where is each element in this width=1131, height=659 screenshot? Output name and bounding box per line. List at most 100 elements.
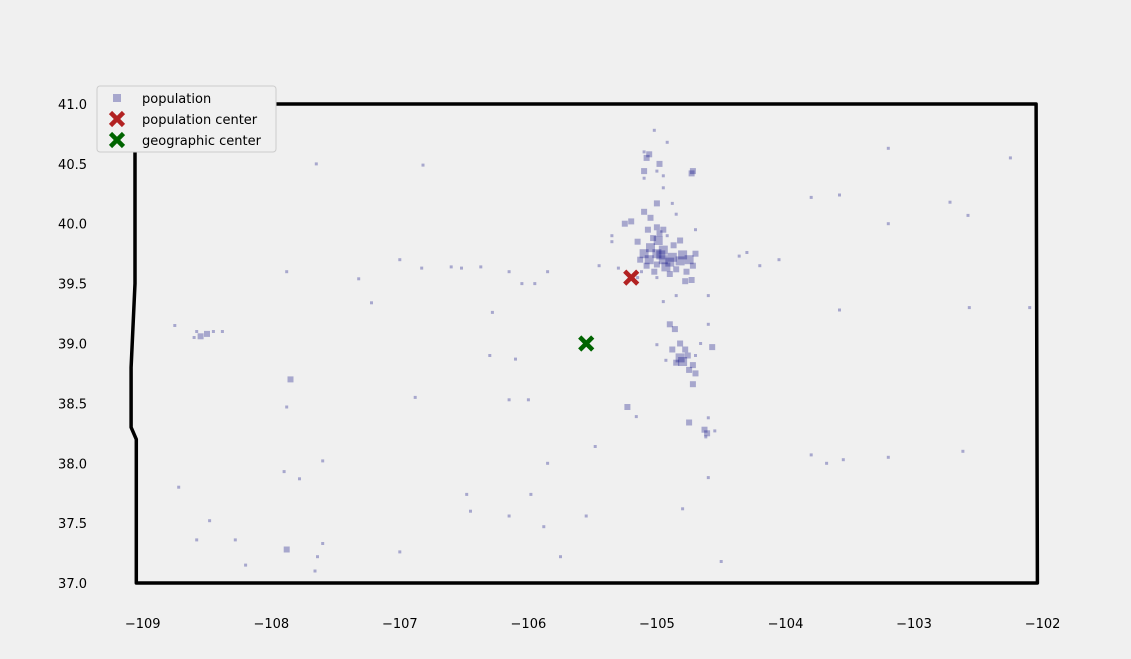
series-geographic-center [578, 335, 595, 352]
population-point [660, 226, 667, 233]
population-point [948, 200, 952, 204]
population-point [546, 461, 550, 465]
population-point [282, 470, 286, 474]
population-point [204, 330, 210, 337]
population-point [688, 277, 695, 283]
population-point [642, 150, 646, 154]
population-point [643, 154, 650, 161]
population-point [641, 168, 648, 175]
population-point [656, 160, 663, 167]
population-point [469, 509, 472, 513]
population-point [684, 352, 691, 359]
population-point [652, 128, 656, 132]
population-point [479, 265, 483, 269]
population-point [682, 346, 689, 353]
population-point [398, 550, 402, 554]
population-point [507, 398, 511, 402]
series-population [173, 128, 1032, 573]
population-point [651, 268, 658, 275]
population-point [713, 429, 717, 433]
population-point [449, 265, 453, 269]
population-point [584, 514, 588, 518]
population-point [683, 268, 690, 275]
population-point [647, 214, 654, 221]
population-point [610, 234, 614, 238]
series-population-center [623, 269, 640, 286]
population-point [642, 176, 646, 180]
population-point [640, 270, 643, 274]
population-point [220, 330, 224, 333]
population-point [507, 514, 511, 518]
x-tick-label: −106 [511, 617, 547, 632]
population-point [669, 346, 676, 353]
population-point [488, 354, 492, 357]
population-point [465, 492, 469, 496]
population-point [719, 560, 723, 563]
population-point [674, 212, 678, 216]
legend-swatch [108, 131, 126, 149]
population-point [287, 376, 294, 383]
population-point [701, 426, 708, 433]
y-tick-label: 37.5 [58, 517, 87, 532]
population-point [644, 226, 651, 233]
population-point [653, 236, 663, 245]
population-point [737, 254, 741, 258]
population-point [321, 542, 325, 545]
population-point [195, 330, 199, 333]
population-point [678, 357, 688, 366]
population-point [644, 255, 654, 265]
population-point [692, 370, 699, 377]
population-point [686, 419, 693, 426]
y-tick-label: 40.5 [58, 158, 87, 173]
population-point [706, 294, 710, 298]
legend-swatch [113, 94, 121, 102]
y-tick-label: 39.5 [58, 278, 87, 293]
population-point [529, 492, 533, 496]
population-point [637, 256, 644, 263]
population-point [655, 343, 659, 347]
population-point [559, 555, 562, 559]
legend-label: population center [142, 113, 258, 128]
x-tick-label: −102 [1025, 617, 1061, 632]
population-point [886, 455, 890, 459]
y-tick-label: 40.0 [58, 218, 87, 233]
population-point [542, 525, 546, 529]
population-point [838, 193, 841, 197]
legend-label: geographic center [142, 134, 262, 149]
population-point [624, 404, 631, 410]
population-point [841, 458, 845, 462]
y-axis: 37.0 37.5 38.0 38.5 39.0 39.5 40.0 40.5 41.0 [58, 98, 87, 592]
population-point [677, 340, 684, 347]
population-point [653, 261, 660, 268]
population-point [650, 235, 657, 242]
population-point [656, 250, 666, 260]
population-point [357, 277, 361, 281]
x-tick-label: −105 [639, 617, 675, 632]
population-point [688, 170, 695, 177]
x-tick-label: −104 [768, 617, 804, 632]
population-point [666, 321, 673, 328]
population-point [967, 306, 971, 310]
population-point [670, 201, 674, 205]
population-point [681, 507, 685, 511]
population-point [661, 186, 665, 190]
population-point [653, 200, 660, 207]
population-point [641, 208, 648, 215]
population-point [694, 228, 697, 232]
x-axis: −109 −108 −107 −106 −105 −104 −103 −102 [125, 617, 1061, 632]
population-point [634, 238, 641, 245]
population-point [667, 252, 677, 262]
population-point [244, 563, 248, 567]
y-tick-label: 38.0 [58, 457, 87, 472]
population-point [646, 151, 653, 158]
population-point [689, 168, 696, 175]
population-point [665, 234, 669, 238]
population-point [370, 301, 373, 305]
population-point [298, 477, 301, 481]
population-point [593, 445, 597, 448]
population-point [699, 342, 703, 345]
population-point [966, 213, 970, 217]
legend-item-population-center: population center [108, 110, 258, 128]
y-tick-label: 41.0 [58, 98, 87, 113]
